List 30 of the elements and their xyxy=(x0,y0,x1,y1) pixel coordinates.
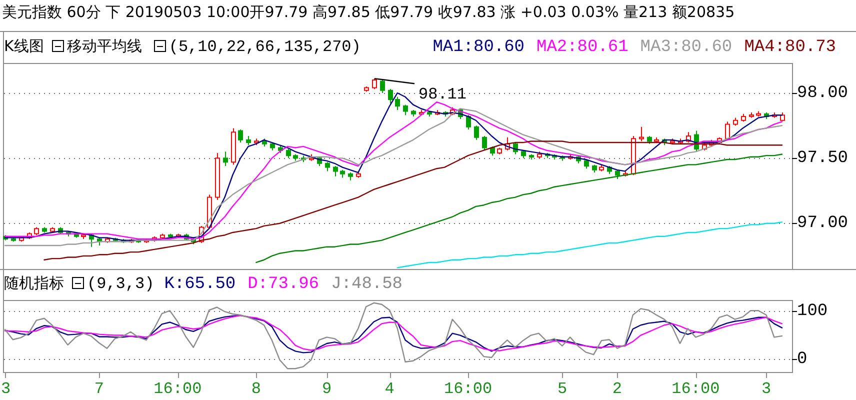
chart-subtitle: K线图 xyxy=(4,37,44,55)
x-tick-label: 4 xyxy=(384,380,394,398)
series-label: K:65.50 xyxy=(164,275,236,294)
x-tick-label: 2 xyxy=(612,380,622,398)
x-tick-label: 8 xyxy=(251,380,261,398)
annotation: 98.11 xyxy=(418,86,467,104)
chart-title: 美元指数 60分 下 20190503 10:00开97.79 高97.85 低97.79 收97.83 涨 +0.03 0.03% 量213 额20835 xyxy=(2,3,735,21)
text: MA1:80.60 xyxy=(432,38,525,57)
chart-title: 随机指标 xyxy=(4,274,64,292)
x-tick-label: 3 xyxy=(1,380,11,398)
text: MA2:80.61 xyxy=(536,38,628,57)
y-tick-label: 100 xyxy=(797,302,828,321)
text: (5,10,22,66,135,270) xyxy=(168,38,361,56)
x-tick-label: 9 xyxy=(322,380,332,398)
y-tick-label: 97.00 xyxy=(797,214,848,233)
text: MA4:80.73 xyxy=(744,38,836,57)
series-label: J:48.58 xyxy=(331,275,403,294)
x-tick-label: 16:00 xyxy=(154,380,202,398)
x-tick-label: 7 xyxy=(94,380,104,398)
legend-title: 移动平均线 xyxy=(66,37,142,55)
x-tick-label: 16:00 xyxy=(444,380,492,398)
x-tick-label: 5 xyxy=(557,380,568,398)
y-tick-label: 98.00 xyxy=(797,84,848,103)
y-tick-label: 0 xyxy=(797,350,808,369)
x-tick-label: 3 xyxy=(762,380,772,398)
series-label: D:73.96 xyxy=(248,275,320,294)
text: (9,3,3) xyxy=(87,275,154,293)
text: MA3:80.60 xyxy=(640,38,732,57)
y-tick-label: 97.50 xyxy=(797,149,848,168)
x-tick-label: 16:00 xyxy=(672,380,720,398)
